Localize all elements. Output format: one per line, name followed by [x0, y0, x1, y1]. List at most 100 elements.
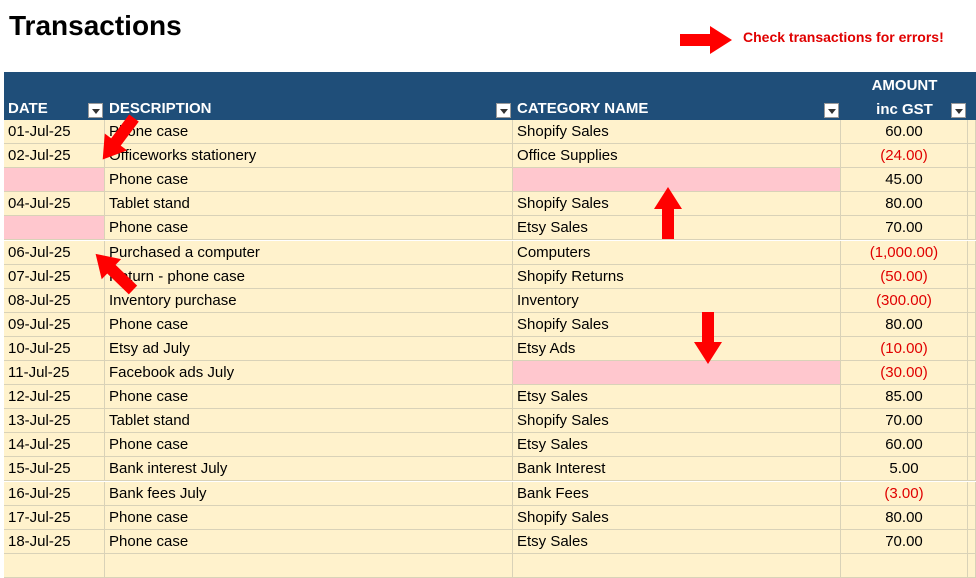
cell: Purchased a computer: [105, 240, 513, 265]
cell: Etsy Ads: [513, 336, 841, 361]
extra-cell: [968, 361, 976, 386]
amount-cell: 45.00: [841, 168, 968, 193]
cell: Etsy Sales: [513, 216, 841, 241]
column-header: DATE: [8, 100, 48, 117]
extra-cell: [968, 529, 976, 554]
cell: Officeworks stationery: [105, 144, 513, 169]
cell: 07-Jul-25: [4, 264, 105, 289]
amount-cell: 80.00: [841, 192, 968, 217]
extra-cell: [968, 312, 976, 337]
cell: 11-Jul-25: [4, 361, 105, 386]
cell: Shopify Sales: [513, 409, 841, 434]
cell: Facebook ads July: [105, 361, 513, 386]
filter-button[interactable]: [88, 103, 103, 118]
error-note: Check transactions for errors!: [743, 29, 944, 45]
cell: [513, 361, 841, 386]
amount-cell: (50.00): [841, 264, 968, 289]
cell: Shopify Sales: [513, 505, 841, 530]
cell: Shopify Sales: [513, 120, 841, 145]
cell: Office Supplies: [513, 144, 841, 169]
cell: [4, 168, 105, 193]
cell: Phone case: [105, 505, 513, 530]
title: Transactions: [9, 10, 182, 41]
extra-cell: [968, 409, 976, 434]
transactions-table: DATE DESCRIPTION CATEGORY NAME AMOUNT inc GS…: [4, 72, 976, 578]
extra-cell: [968, 336, 976, 361]
extra-cell: [968, 264, 976, 289]
extra-cell: [968, 120, 976, 145]
cell: [968, 553, 976, 578]
extra-cell: [968, 216, 976, 241]
cell: Shopify Returns: [513, 264, 841, 289]
header-band: [4, 72, 976, 120]
cell: Etsy Sales: [513, 385, 841, 410]
cell: 10-Jul-25: [4, 336, 105, 361]
cell: 09-Jul-25: [4, 312, 105, 337]
cell: 04-Jul-25: [4, 192, 105, 217]
cell: Tablet stand: [105, 192, 513, 217]
column-header: inc GST: [876, 101, 933, 118]
extra-cell: [968, 433, 976, 458]
amount-cell: 60.00: [841, 120, 968, 145]
cell: 15-Jul-25: [4, 457, 105, 482]
amount-cell: 60.00: [841, 433, 968, 458]
cell: 08-Jul-25: [4, 288, 105, 313]
cell: Tablet stand: [105, 409, 513, 434]
cell: [513, 168, 841, 193]
cell: Bank fees July: [105, 481, 513, 506]
cell: 14-Jul-25: [4, 433, 105, 458]
filter-button[interactable]: [951, 103, 966, 118]
cell: 17-Jul-25: [4, 505, 105, 530]
filter-button[interactable]: [824, 103, 839, 118]
cell: Phone case: [105, 168, 513, 193]
extra-cell: [968, 481, 976, 506]
amount-cell: (3.00): [841, 481, 968, 506]
extra-cell: [968, 168, 976, 193]
amount-cell: 80.00: [841, 505, 968, 530]
cell: Bank interest July: [105, 457, 513, 482]
page: Transactions Check transactions for erro…: [4, 10, 976, 578]
extra-cell: [968, 144, 976, 169]
cell: 16-Jul-25: [4, 481, 105, 506]
cell: Return - phone case: [105, 264, 513, 289]
cell: Inventory purchase: [105, 288, 513, 313]
amount-cell: 70.00: [841, 216, 968, 241]
amount-cell: 70.00: [841, 529, 968, 554]
cell: Etsy ad July: [105, 336, 513, 361]
cell: Inventory: [513, 288, 841, 313]
column-header: AMOUNT: [871, 77, 938, 94]
amount-cell: (1,000.00): [841, 240, 968, 265]
cell: Bank Interest: [513, 457, 841, 482]
amount-cell: (300.00): [841, 288, 968, 313]
extra-cell: [968, 288, 976, 313]
amount-cell: 85.00: [841, 385, 968, 410]
cell: 18-Jul-25: [4, 529, 105, 554]
cell: 01-Jul-25: [4, 120, 105, 145]
column-header: DESCRIPTION: [109, 100, 212, 117]
cell: 12-Jul-25: [4, 385, 105, 410]
cell: Shopify Sales: [513, 192, 841, 217]
amount-cell: (10.00): [841, 336, 968, 361]
filter-button[interactable]: [496, 103, 511, 118]
cell: 13-Jul-25: [4, 409, 105, 434]
extra-cell: [968, 457, 976, 482]
cell: Phone case: [105, 312, 513, 337]
cell: Etsy Sales: [513, 433, 841, 458]
extra-cell: [968, 192, 976, 217]
cell: [105, 553, 513, 578]
column-header: CATEGORY NAME: [517, 100, 649, 117]
amount-cell: 5.00: [841, 457, 968, 482]
cell: Phone case: [105, 385, 513, 410]
cell: Shopify Sales: [513, 312, 841, 337]
extra-cell: [968, 385, 976, 410]
cell: Bank Fees: [513, 481, 841, 506]
extra-cell: [968, 240, 976, 265]
amount-cell: 80.00: [841, 312, 968, 337]
cell: Phone case: [105, 216, 513, 241]
cell: [4, 553, 105, 578]
cell: Phone case: [105, 120, 513, 145]
amount-cell: 70.00: [841, 409, 968, 434]
amount-cell: (24.00): [841, 144, 968, 169]
cell: Phone case: [105, 433, 513, 458]
cell: [513, 553, 841, 578]
